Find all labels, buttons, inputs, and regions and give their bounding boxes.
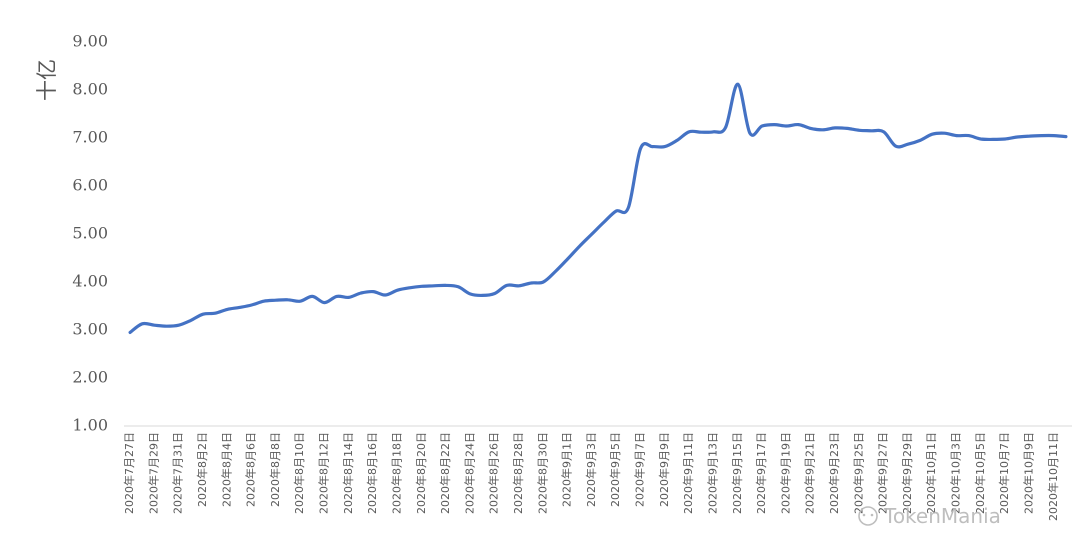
x-tick-label: 2020年8月2日 bbox=[195, 432, 209, 507]
x-tick-label: 2020年10月9日 bbox=[1021, 432, 1035, 514]
y-axis-label: 十亿 bbox=[35, 59, 59, 101]
y-tick-label: 9.00 bbox=[72, 32, 108, 51]
x-tick-label: 2020年7月29日 bbox=[146, 432, 160, 514]
y-tick-label: 7.00 bbox=[72, 128, 108, 147]
x-tick-label: 2020年9月9日 bbox=[657, 432, 671, 507]
x-tick-label: 2020年9月1日 bbox=[560, 432, 574, 507]
y-axis: 十亿 1.00 2.00 3.00 4.00 5.00 6.00 7.00 8.00 9.00 bbox=[35, 32, 108, 435]
x-tick-label: 2020年9月5日 bbox=[608, 432, 622, 507]
x-tick-label: 2020年8月12日 bbox=[317, 432, 331, 514]
x-tick-labels: 2020年7月27日 2020年7月29日 2020年7月31日 2020年8月2日 2… bbox=[122, 432, 1060, 521]
x-tick-label: 2020年8月16日 bbox=[365, 432, 379, 514]
y-tick-label: 8.00 bbox=[72, 80, 108, 99]
x-tick-label: 2020年8月6日 bbox=[244, 432, 258, 507]
x-tick-label: 2020年8月30日 bbox=[535, 432, 549, 514]
x-tick-label: 2020年9月15日 bbox=[730, 432, 744, 514]
watermark-text: TokenMania bbox=[883, 504, 1001, 528]
y-tick-label: 5.00 bbox=[72, 224, 108, 243]
series-line bbox=[128, 82, 1068, 334]
x-tick-label: 2020年9月25日 bbox=[851, 432, 865, 514]
watermark: TokenMania bbox=[858, 504, 1001, 528]
y-tick-label: 3.00 bbox=[72, 320, 108, 339]
x-tick-label: 2020年8月14日 bbox=[341, 432, 355, 514]
y-tick-label: 2.00 bbox=[72, 368, 108, 387]
y-tick-label: 4.00 bbox=[72, 272, 108, 291]
chat-bubble-icon bbox=[858, 506, 878, 526]
y-tick-labels: 1.00 2.00 3.00 4.00 5.00 6.00 7.00 8.00 9.00 bbox=[72, 32, 108, 435]
x-tick-label: 2020年8月24日 bbox=[462, 432, 476, 514]
x-tick-label: 2020年9月13日 bbox=[705, 432, 719, 514]
x-tick-label: 2020年7月27日 bbox=[122, 432, 136, 514]
x-tick-label: 2020年9月19日 bbox=[778, 432, 792, 514]
x-tick-label: 2020年9月29日 bbox=[900, 432, 914, 514]
x-tick-label: 2020年9月11日 bbox=[681, 432, 695, 514]
x-tick-label: 2020年9月17日 bbox=[754, 432, 768, 514]
x-tick-label: 2020年7月31日 bbox=[171, 432, 185, 514]
x-tick-label: 2020年9月27日 bbox=[876, 432, 890, 514]
x-tick-label: 2020年10月1日 bbox=[924, 432, 938, 514]
x-tick-label: 2020年10月7日 bbox=[997, 432, 1011, 514]
x-tick-label: 2020年8月26日 bbox=[487, 432, 501, 514]
x-tick-label: 2020年9月3日 bbox=[584, 432, 598, 507]
x-tick-label: 2020年10月3日 bbox=[949, 432, 963, 514]
x-tick-label: 2020年8月22日 bbox=[438, 432, 452, 514]
x-tick-label: 2020年9月7日 bbox=[633, 432, 647, 507]
x-tick-label: 2020年8月4日 bbox=[219, 432, 233, 507]
y-tick-label: 6.00 bbox=[72, 176, 108, 195]
x-tick-label: 2020年9月21日 bbox=[803, 432, 817, 514]
y-tick-label: 1.00 bbox=[72, 416, 108, 435]
x-tick-label: 2020年8月18日 bbox=[389, 432, 403, 514]
x-tick-label: 2020年8月28日 bbox=[511, 432, 525, 514]
x-tick-label: 2020年9月23日 bbox=[827, 432, 841, 514]
x-tick-label: 2020年8月20日 bbox=[414, 432, 428, 514]
x-tick-label: 2020年10月11日 bbox=[1046, 432, 1060, 521]
x-tick-label: 2020年10月5日 bbox=[973, 432, 987, 514]
x-tick-label: 2020年8月8日 bbox=[268, 432, 282, 507]
x-tick-label: 2020年8月10日 bbox=[292, 432, 306, 514]
